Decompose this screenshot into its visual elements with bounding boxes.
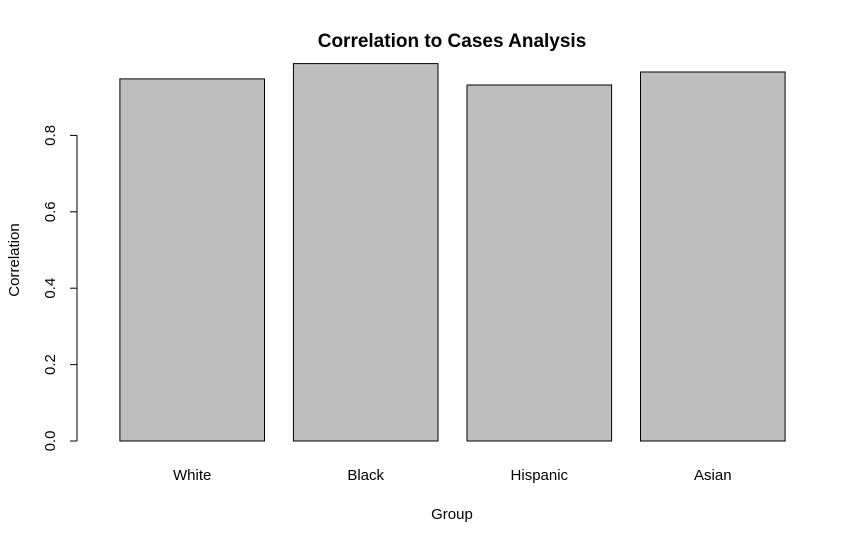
bar-asian: [640, 71, 786, 442]
x-axis-label: Group: [431, 506, 473, 523]
bars: [119, 63, 786, 442]
x-tick-label-black: Black: [347, 467, 384, 484]
y-axis: 0.0 0.2 0.4 0.6 0.8: [42, 125, 78, 452]
y-tick-label: 0.4: [42, 278, 59, 299]
chart-title: Correlation to Cases Analysis: [318, 31, 587, 52]
y-tick-label: 0.2: [42, 354, 59, 375]
bar-hispanic: [466, 84, 613, 442]
y-tick-label: 0.0: [42, 431, 59, 452]
y-axis-label: Correlation: [6, 223, 23, 296]
x-tick-label-hispanic: Hispanic: [511, 467, 569, 484]
x-axis-category-labels: White Black Hispanic Asian: [173, 467, 732, 484]
x-tick-label-white: White: [173, 467, 211, 484]
x-tick-label-asian: Asian: [694, 467, 732, 484]
bar-black: [292, 63, 439, 442]
bar-white: [119, 78, 266, 442]
y-tick-label: 0.8: [42, 125, 59, 146]
y-tick-label: 0.6: [42, 201, 59, 222]
